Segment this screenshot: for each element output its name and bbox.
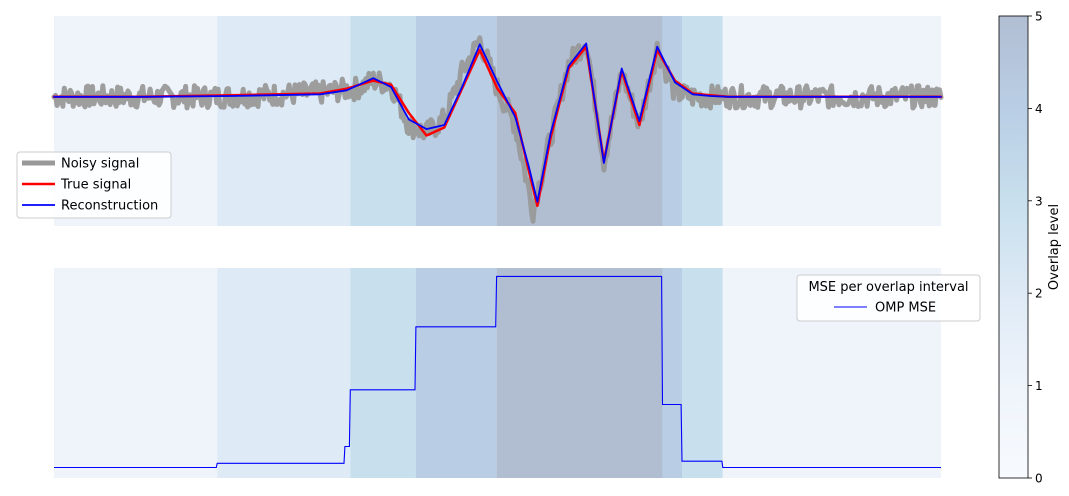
legend-label-1: True signal (60, 178, 131, 193)
overlap-band-7 (681, 16, 723, 226)
legend-title: MSE per overlap interval (808, 280, 968, 295)
overlap-band-0 (54, 268, 218, 478)
colorbar-tick-label-3: 3 (1035, 194, 1043, 208)
legend-label-bottom-0: OMP MSE (875, 301, 936, 316)
overlap-band-5 (496, 268, 663, 478)
colorbar-tick-label-2: 2 (1035, 287, 1043, 301)
top-legend-box (16, 151, 172, 219)
overlap-band-2 (344, 16, 351, 226)
colorbar-tick-label-0: 0 (1035, 472, 1043, 486)
overlap-band-6 (662, 16, 682, 226)
series-line-noisy-signal (51, 35, 944, 224)
top-overlap-bands (54, 16, 941, 226)
overlap-band-1 (217, 268, 345, 478)
series-line-reconstruction (53, 42, 942, 203)
colorbar: 0 1 2 3 4 5 Overlap level (998, 10, 1062, 486)
bottom-legend-box (796, 274, 981, 322)
colorbar-tick-label-4: 4 (1035, 102, 1043, 116)
legend-label-0: Noisy signal (61, 157, 139, 172)
bottom-mse-lines (54, 275, 941, 469)
legend-label-2: Reconstruction (61, 199, 158, 214)
colorbar-label: Overlap level (1047, 204, 1062, 290)
overlap-band-8 (722, 16, 941, 226)
overlap-band-2 (344, 268, 351, 478)
bottom-legend: MSE per overlap interval OMP MSE (796, 274, 981, 322)
top-legend: Noisy signal True signal Reconstruction (16, 151, 172, 219)
colorbar-tick-label-1: 1 (1035, 379, 1043, 393)
series-line-omp-mse (54, 275, 941, 469)
top-panel: Noisy signal True signal Reconstruction (16, 16, 944, 226)
top-signal-lines (51, 35, 944, 224)
bottom-panel: MSE per overlap interval OMP MSE (54, 268, 981, 478)
overlap-band-4 (415, 268, 497, 478)
overlap-band-1 (217, 16, 345, 226)
colorbar-tick-label-5: 5 (1035, 10, 1043, 24)
bottom-overlap-bands (54, 268, 941, 478)
overlap-band-7 (681, 268, 723, 478)
overlap-band-6 (662, 268, 682, 478)
colorbar-gradient (998, 15, 1029, 479)
overlap-band-3 (350, 268, 416, 478)
